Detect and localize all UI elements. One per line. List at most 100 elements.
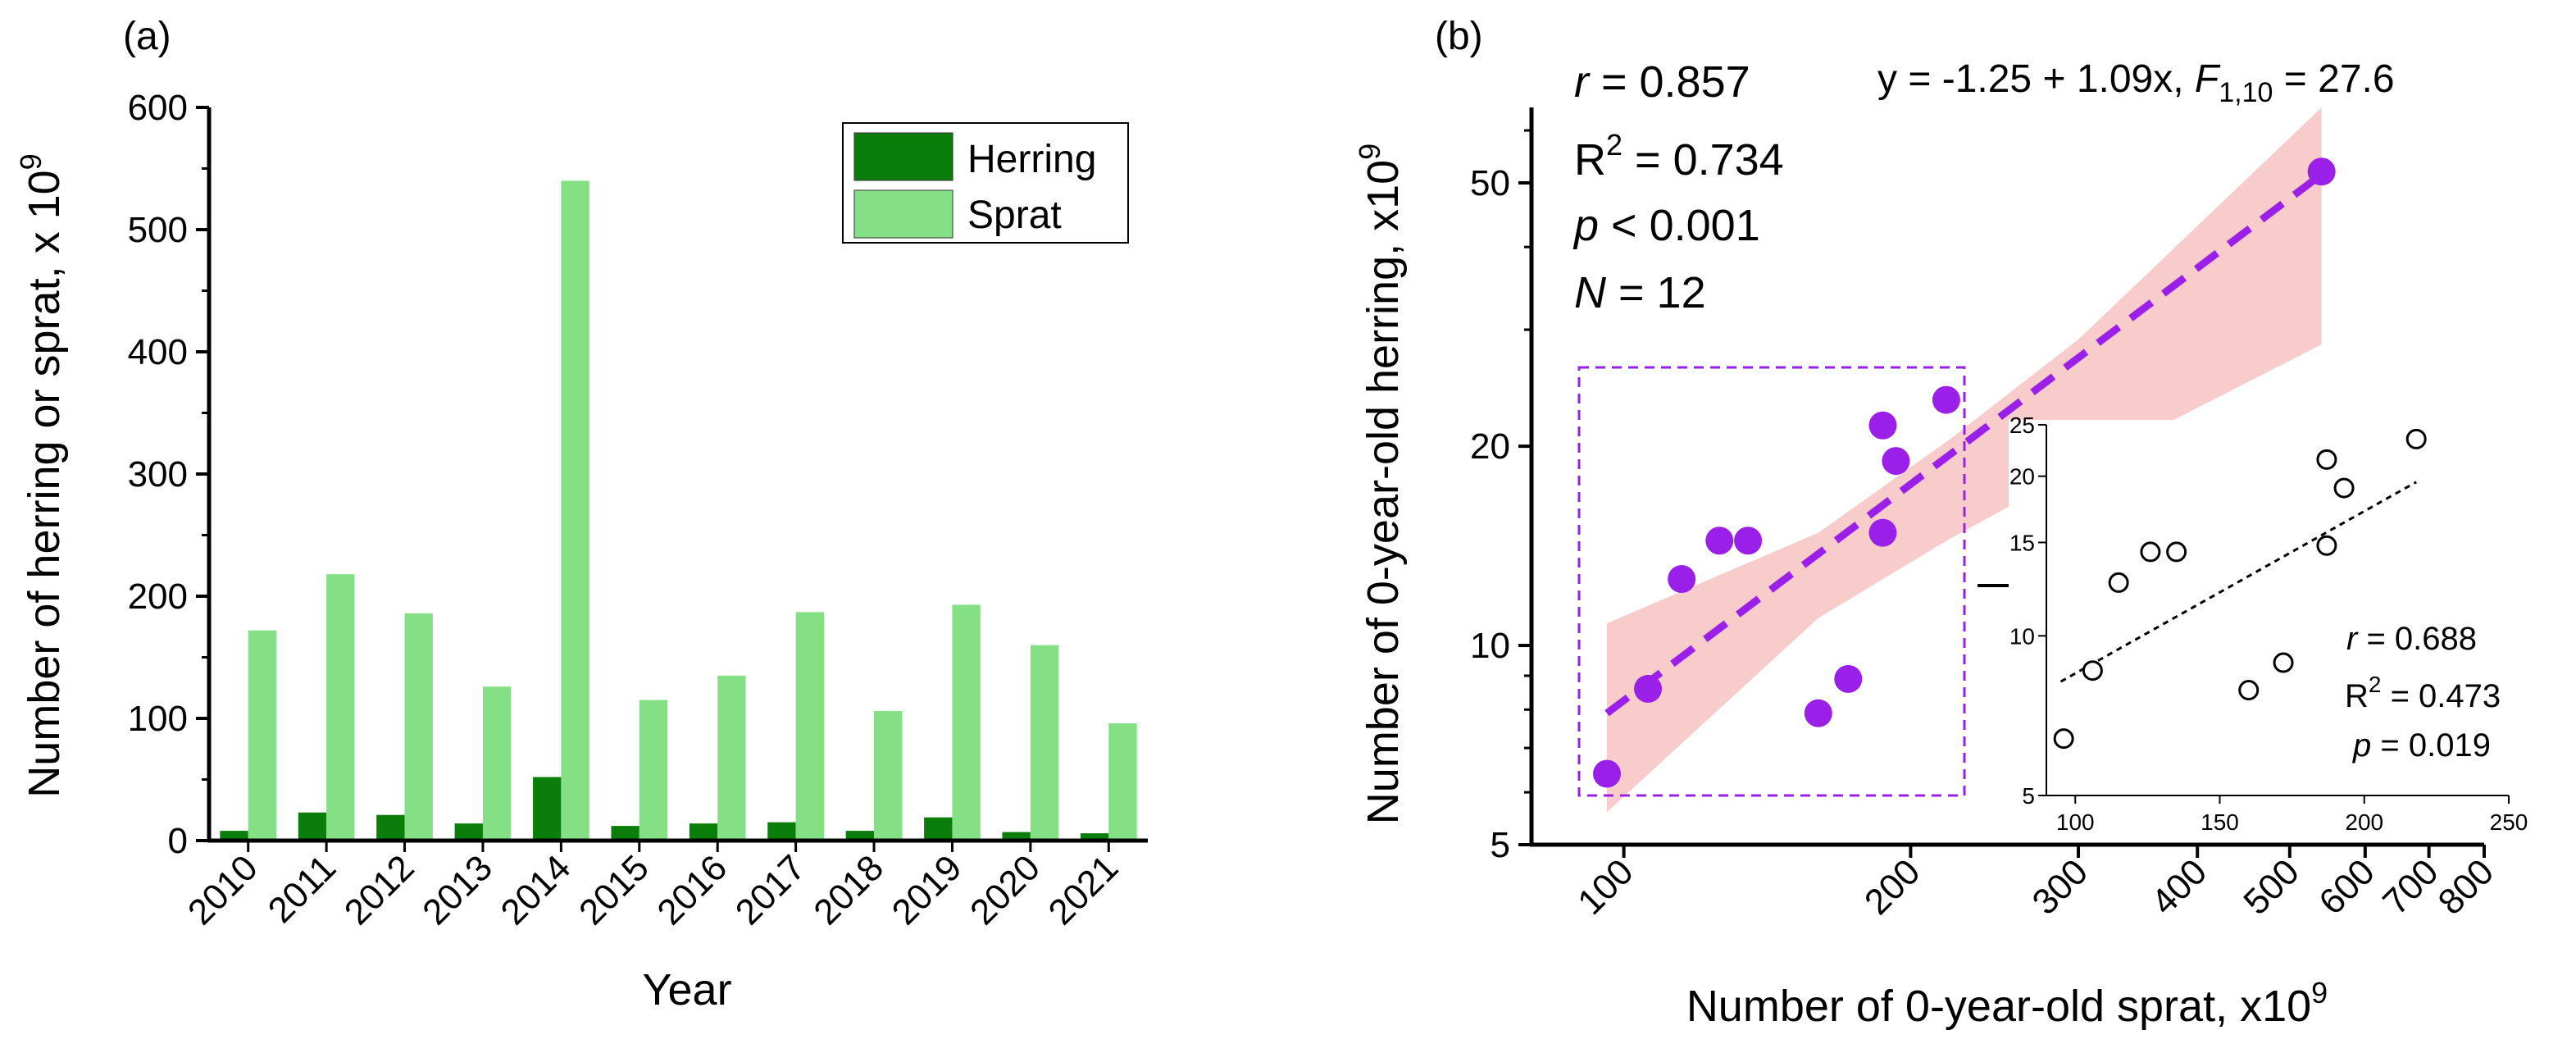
panel-b-y-axis: 5 10 20 50 <box>1470 129 1531 865</box>
x-tick-label: 2019 <box>885 847 970 932</box>
inset-data-point-8 <box>2316 449 2337 470</box>
panel-b-points <box>1593 157 2336 788</box>
x-tick-label: 2020 <box>963 847 1048 932</box>
bar-sprat-2011 <box>326 574 355 841</box>
bar-herring-2016 <box>689 823 718 841</box>
inset-data-point-10 <box>2333 477 2355 499</box>
bar-herring-2015 <box>611 826 639 841</box>
inset-data-point-6 <box>2238 680 2260 701</box>
bar-herring-2011 <box>298 812 327 841</box>
inset-y-tick-label: 25 <box>2009 413 2035 438</box>
y-tick-label: 400 <box>128 332 188 372</box>
legend-swatch-herring <box>853 132 953 181</box>
x-tick-label: 500 <box>2236 851 2307 923</box>
bar-sprat-2019 <box>952 604 981 841</box>
data-point-2 <box>1634 674 1663 703</box>
data-point-4 <box>1705 526 1734 555</box>
inset-data-point-5 <box>2166 541 2187 563</box>
legend-label-herring: Herring <box>967 138 1096 181</box>
y-tick-label: 5 <box>1491 825 1510 865</box>
inset-background <box>2009 420 2510 797</box>
panel-b-x-axis-label: Number of 0-year-old sprat, x109 <box>1686 976 2328 1031</box>
data-point-5 <box>1734 526 1763 555</box>
bar-herring-2020 <box>1002 832 1031 841</box>
inset-data-point-4 <box>2140 541 2161 563</box>
panel-b-scatter-chart: (b) Number of 0-year-old herring, x109 5… <box>1353 15 2528 1031</box>
inset-y-tick-label: 5 <box>2022 783 2035 809</box>
legend-swatch-sprat <box>853 189 953 239</box>
bar-sprat-2013 <box>482 686 512 841</box>
x-tick-label: 2018 <box>806 847 891 932</box>
bar-herring-2018 <box>845 831 875 841</box>
y-tick-label: 50 <box>1470 163 1510 203</box>
panel-b-y-axis-label: Number of 0-year-old herring, x109 <box>1353 144 1408 824</box>
bar-herring-2021 <box>1080 833 1109 841</box>
data-point-9 <box>1868 518 1897 547</box>
bar-herring-2014 <box>533 777 562 841</box>
bar-sprat-2020 <box>1030 645 1059 841</box>
inset-data-point-2 <box>2082 660 2103 681</box>
x-tick-label: 2017 <box>728 847 813 932</box>
y-tick-label: 10 <box>1470 626 1510 666</box>
x-tick-label: 2010 <box>180 847 266 932</box>
stat-r: r = 0.857 <box>1574 57 1750 107</box>
legend-label-sprat: Sprat <box>967 194 1062 237</box>
bar-herring-2012 <box>376 814 405 841</box>
bar-sprat-2010 <box>248 630 277 841</box>
inset-x-tick-label: 250 <box>2490 809 2528 835</box>
y-tick-label: 300 <box>128 454 188 495</box>
x-tick-label: 400 <box>2144 851 2215 923</box>
inset-stat-r-squared: R2 = 0.473 <box>2345 672 2501 714</box>
stat-n: N = 12 <box>1574 268 1706 317</box>
y-tick-label: 0 <box>168 821 188 861</box>
bar-sprat-2016 <box>717 675 746 841</box>
inset-x-axis: 100 150 200 250 <box>2056 795 2528 835</box>
bar-sprat-2021 <box>1108 723 1137 841</box>
inset-regression-line <box>2059 481 2417 683</box>
x-tick-label: 2021 <box>1040 847 1126 932</box>
panel-a-y-axis: 0 100 200 300 400 500 600 <box>128 88 209 861</box>
bar-herring-2013 <box>454 823 483 841</box>
stat-r-squared: R2 = 0.734 <box>1574 128 1784 185</box>
data-point-8 <box>1868 411 1897 440</box>
panel-b-label: (b) <box>1435 15 1483 58</box>
panel-a-y-axis-label: Number of herring or sprat, x 109 <box>14 153 69 797</box>
panel-a-bar-chart: (a) Number of herring or sprat, x 109 0 1… <box>14 15 1148 1014</box>
y-tick-label: 500 <box>128 210 188 250</box>
data-point-10 <box>1882 447 1910 476</box>
bar-herring-2017 <box>767 822 796 841</box>
data-point-3 <box>1668 565 1696 594</box>
inset-data-point-3 <box>2108 572 2129 593</box>
bar-herring-2010 <box>220 831 248 841</box>
y-tick-label: 600 <box>128 88 188 128</box>
x-tick-label: 200 <box>1857 851 1928 923</box>
inset-region-box <box>1577 366 1966 797</box>
panel-a-x-axis-label: Year <box>642 965 731 1014</box>
bar-herring-2019 <box>924 817 953 841</box>
y-tick-label: 20 <box>1470 426 1510 467</box>
x-tick-label: 100 <box>1570 851 1641 923</box>
inset-y-tick-label: 10 <box>2009 623 2035 649</box>
panel-a-x-axis: 2010201120122013201420152016201720182019… <box>180 841 1126 932</box>
x-tick-label: 2016 <box>649 847 735 932</box>
x-tick-label: 300 <box>2025 851 2096 923</box>
inset-x-tick-label: 100 <box>2056 809 2095 835</box>
panel-a-bars <box>220 180 1137 841</box>
inset-data-point-9 <box>2316 535 2337 556</box>
y-tick-label: 200 <box>128 577 188 617</box>
y-tick-label: 100 <box>128 699 188 739</box>
x-tick-label: 600 <box>2311 851 2383 923</box>
data-point-12 <box>2307 157 2336 186</box>
x-tick-label: 800 <box>2431 851 2502 923</box>
regression-equation: y = -1.25 + 1.09x, F1,10 = 27.6 <box>1877 57 2395 108</box>
data-point-1 <box>1593 759 1622 788</box>
inset-data-point-7 <box>2273 652 2294 673</box>
x-tick-label: 700 <box>2375 851 2446 923</box>
x-tick-label: 2012 <box>337 847 422 932</box>
stat-p: p < 0.001 <box>1572 201 1760 250</box>
bar-sprat-2014 <box>561 180 589 841</box>
bar-sprat-2017 <box>795 612 824 841</box>
inset-scatter: 5 10 15 20 25 100 150 200 250 r = 0.688 R2 = 0.… <box>2009 413 2528 835</box>
inset-y-tick-label: 15 <box>2009 530 2035 555</box>
